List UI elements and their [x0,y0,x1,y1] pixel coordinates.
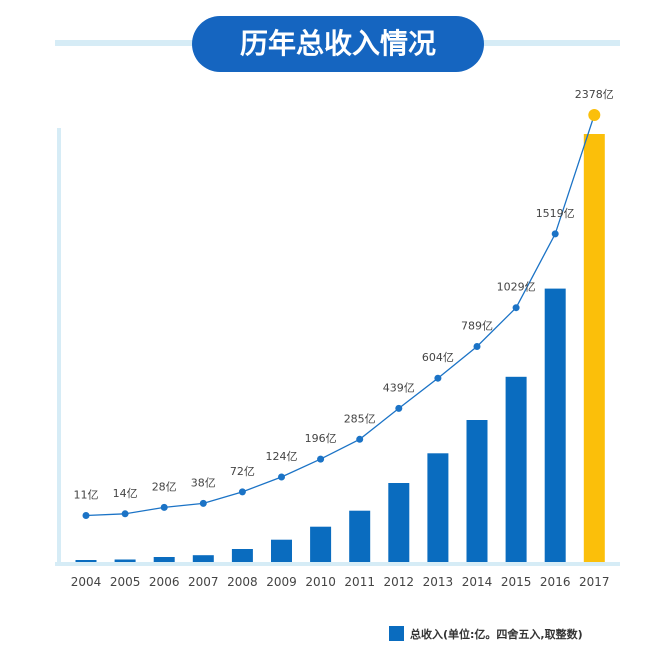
legend-swatch [389,626,404,641]
point-2014 [473,343,481,350]
x-ticks-group: 2004 2005 2006 2007 2008 2009 2010 2011 2012 2013… [71,575,610,589]
data-label-2005: 14亿 [113,487,138,500]
bar-2011 [349,510,371,562]
x-tick-2015: 2015 [501,575,532,589]
x-tick-2009: 2009 [266,575,297,589]
point-2009 [278,473,285,481]
data-label-2016: 1519亿 [536,207,575,220]
bar-2014 [466,420,488,562]
bar-2016 [544,288,566,562]
point-2011 [356,435,364,443]
point-2015 [512,304,520,312]
point-2005 [121,510,129,518]
legend: 总收入(单位:亿。四舍五入,取整数) [389,626,583,641]
bar-2012 [388,483,410,562]
data-label-2011: 285亿 [344,412,376,425]
data-label-2013: 604亿 [422,351,454,364]
data-label-2004: 11亿 [74,489,99,502]
x-tick-2014: 2014 [462,575,493,589]
point-2017 [588,109,601,121]
bar-2006 [153,557,175,562]
data-label-2006: 28亿 [152,480,177,493]
point-2007 [199,499,207,507]
data-label-2014: 789亿 [461,320,493,333]
trend-line [85,114,595,517]
point-2004 [82,512,90,519]
x-tick-2011: 2011 [344,575,375,589]
point-2012 [395,404,403,412]
x-tick-2004: 2004 [71,575,102,589]
bar-2010 [310,526,332,562]
data-label-2008: 72亿 [230,465,255,478]
bar-2009 [271,539,292,562]
point-2006 [160,503,168,511]
bar-2005 [114,559,136,562]
bar-2013 [427,453,449,562]
point-2016 [551,230,559,238]
bar-2008 [231,549,253,562]
bars-group [75,134,605,562]
x-tick-2005: 2005 [110,575,141,589]
title-banner [192,16,484,72]
data-label-2009: 124亿 [266,450,298,463]
x-tick-2012: 2012 [384,575,415,589]
data-label-2010: 196亿 [305,432,337,445]
point-2008 [238,488,246,496]
data-labels-group: 11亿 14亿 28亿 38亿 72亿 124亿 196亿 285亿 439亿 604亿 789亿 1… [74,88,614,502]
x-axis-line [55,562,620,566]
x-tick-2008: 2008 [227,575,258,589]
data-label-2015: 1029亿 [497,281,536,294]
points-group [82,109,601,519]
legend-label: 总收入(单位:亿。四舍五入,取整数) [410,627,583,641]
x-tick-2006: 2006 [149,575,180,589]
x-tick-2007: 2007 [188,575,219,589]
x-tick-2016: 2016 [540,575,571,589]
bar-2017 [583,134,605,562]
chart-title: 历年总收入情况 [240,27,436,60]
point-2013 [434,374,442,382]
y-axis-line [57,128,61,564]
data-label-2012: 439亿 [383,381,415,394]
bar-2004 [75,560,97,562]
data-label-2007: 38亿 [191,476,216,489]
x-tick-2013: 2013 [423,575,454,589]
point-2010 [317,455,325,463]
bar-2015 [505,376,527,562]
bar-2007 [192,555,214,562]
data-label-2017: 2378亿 [575,88,614,101]
x-tick-2010: 2010 [305,575,336,589]
x-tick-2017: 2017 [579,575,610,589]
